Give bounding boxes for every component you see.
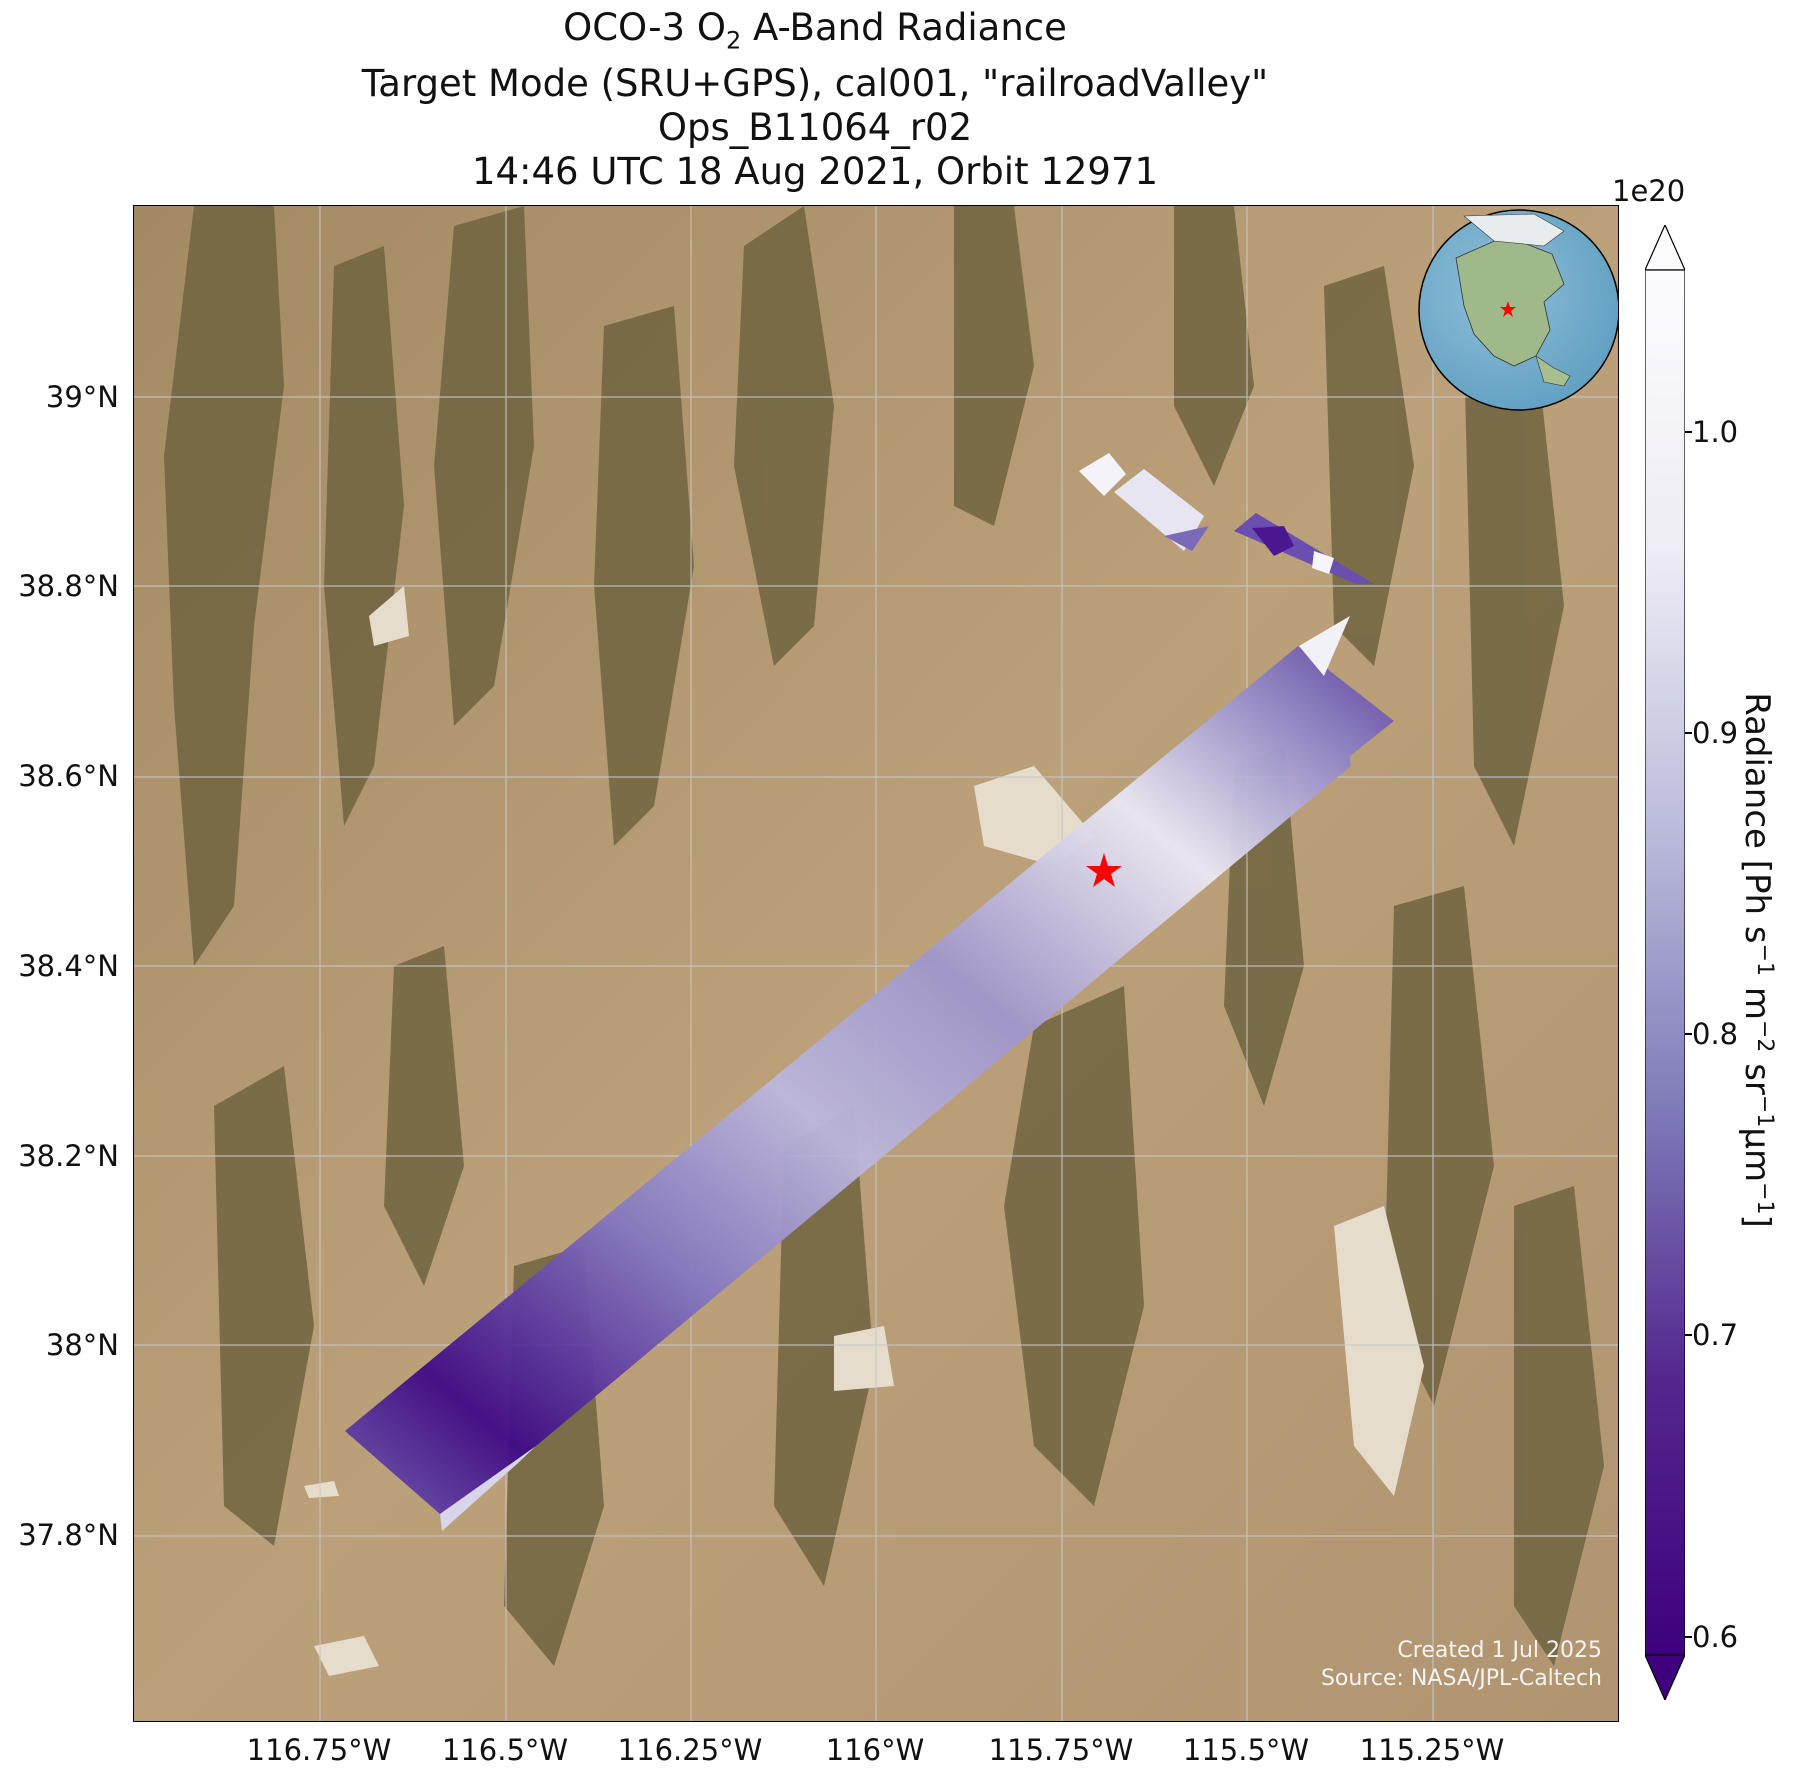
colorbar-tick-label: 0.7	[1692, 1318, 1739, 1352]
x-tick-label: 116.75°W	[246, 1733, 392, 1767]
colorbar-tickmark	[1685, 1636, 1692, 1638]
y-tick-label: 39°N	[45, 380, 119, 414]
playas	[304, 586, 1424, 1676]
y-tick-label: 38.2°N	[18, 1139, 119, 1173]
title-line-2: Target Mode (SRU+GPS), cal001, "railroad…	[361, 62, 1269, 106]
x-tick-label: 116.25°W	[617, 1733, 763, 1767]
colorbar	[1645, 225, 1685, 1700]
colorbar-tickmark	[1685, 1334, 1692, 1336]
map-canvas	[134, 206, 1618, 1721]
y-tick-label: 38.4°N	[18, 949, 119, 983]
x-tick-label: 116°W	[825, 1733, 925, 1767]
colorbar-tickmark	[1685, 1033, 1692, 1035]
x-tick-label: 115.5°W	[1182, 1733, 1310, 1767]
colorbar-tickmark	[1685, 431, 1692, 433]
y-tick-label: 37.8°N	[18, 1518, 119, 1552]
credit-source: Source: NASA/JPL-Caltech	[1320, 1666, 1602, 1691]
x-tick-label: 115.75°W	[988, 1733, 1134, 1767]
colorbar-tick-label: 1.0	[1692, 415, 1739, 449]
colorbar-tick-label: 0.8	[1692, 1017, 1739, 1051]
colorbar-tickmark	[1685, 732, 1692, 734]
chart-title: OCO-3 O2 A-Band Radiance Target Mode (SR…	[0, 6, 1630, 194]
y-tick-label: 38.6°N	[18, 759, 119, 793]
y-tick-label: 38.8°N	[18, 569, 119, 603]
colorbar-label: Radiance [Ph s−1 m−2 sr−1μm−1]	[1736, 692, 1778, 1228]
x-tick-label: 115.25°W	[1359, 1733, 1505, 1767]
radiance-swath-fragments	[1079, 453, 1374, 584]
title-line-1: OCO-3 O2 A-Band Radiance	[563, 6, 1067, 55]
colorbar-tick-label: 0.9	[1692, 716, 1739, 750]
colorbar-exponent: 1e20	[1612, 174, 1686, 208]
y-tick-label: 38°N	[45, 1328, 119, 1362]
map-panel[interactable]: Created 1 Jul 2025 Source: NASA/JPL-Calt…	[133, 205, 1619, 1722]
inset-globe	[1418, 209, 1618, 411]
inset-target-star	[1500, 301, 1516, 317]
x-tick-label: 116.5°W	[441, 1733, 569, 1767]
title-line-3: Ops_B11064_r02	[657, 106, 973, 150]
credit-created: Created 1 Jul 2025	[1397, 1638, 1602, 1663]
target-star	[1086, 853, 1122, 887]
colorbar-tick-label: 0.6	[1692, 1620, 1739, 1654]
radiance-swath	[345, 616, 1394, 1531]
title-line-4: 14:46 UTC 18 Aug 2021, Orbit 12971	[471, 150, 1159, 194]
grid-lines	[134, 206, 1618, 1721]
